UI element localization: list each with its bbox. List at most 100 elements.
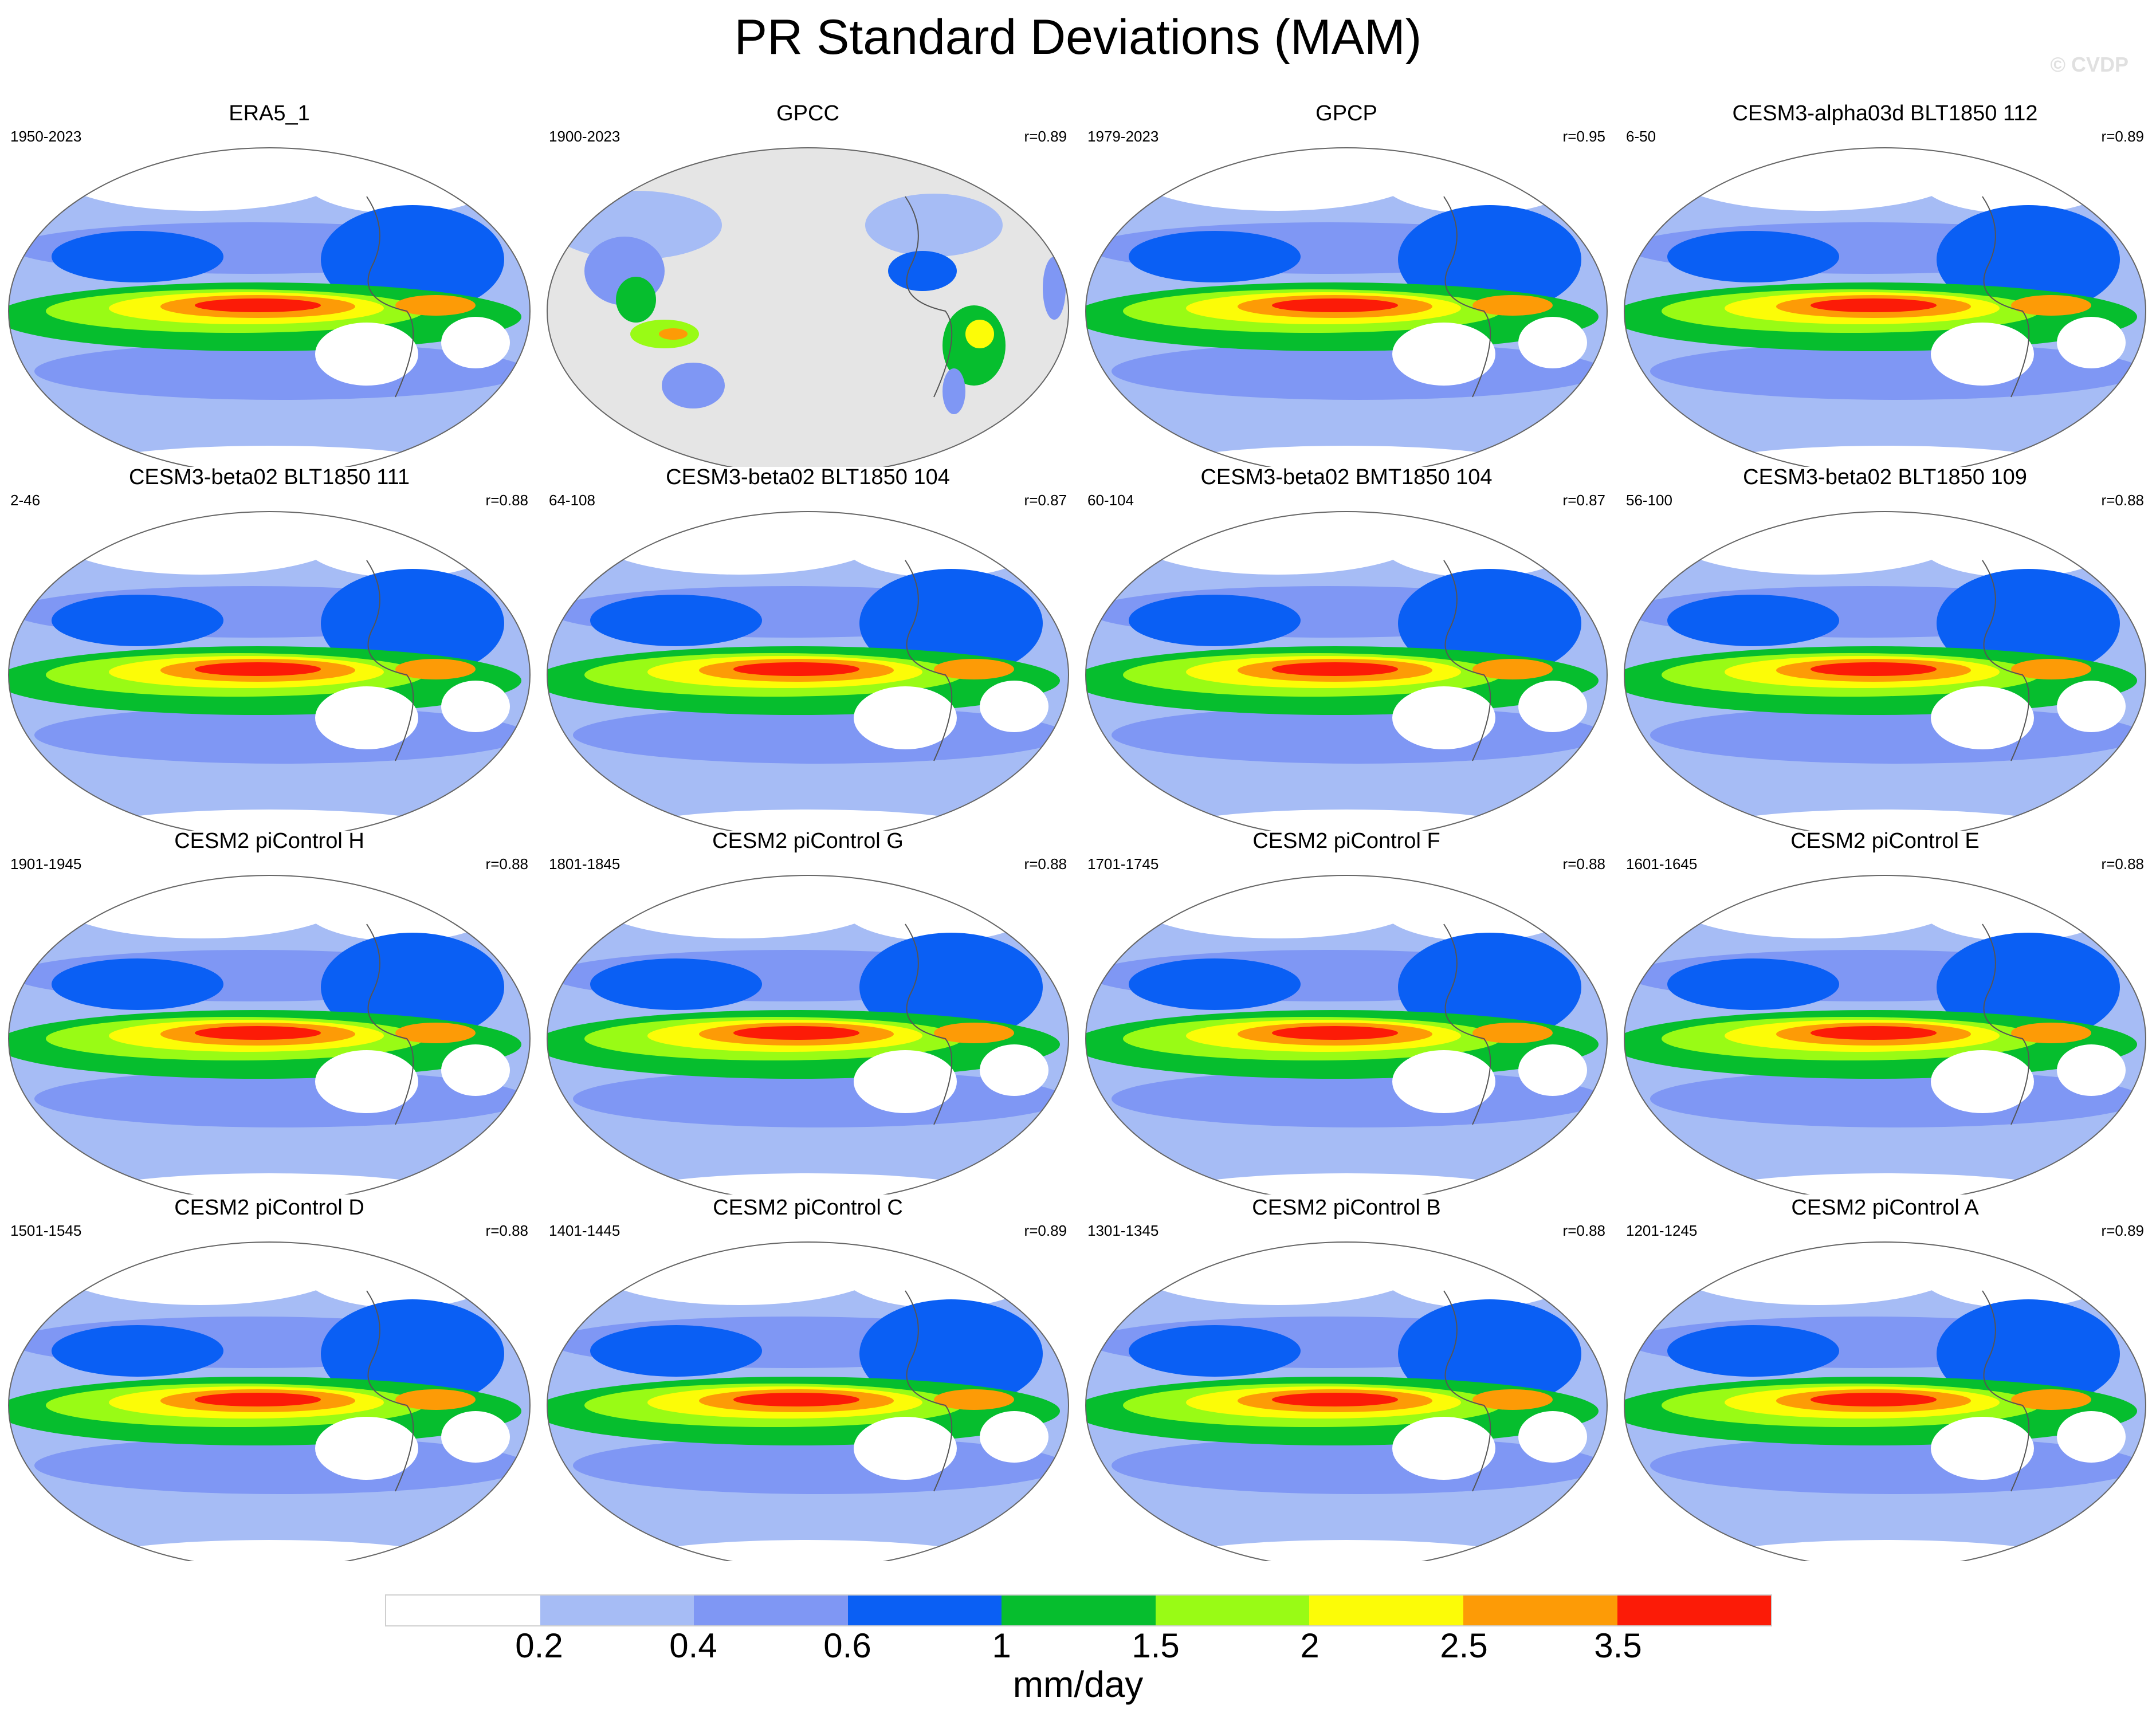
- map-boundary: [1085, 875, 1608, 1194]
- panel-title: ERA5_1: [229, 101, 310, 125]
- colorbar-swatch: [1155, 1596, 1310, 1625]
- robinson-map: [1624, 511, 2146, 831]
- panel-year-range: 1900-2023: [549, 128, 621, 145]
- robinson-map: [1624, 875, 2146, 1194]
- panel-year-range: 2-46: [10, 492, 41, 509]
- panel-pattern-correlation: r=0.87: [1024, 492, 1067, 509]
- coastline: [905, 560, 953, 761]
- map-boundary: [1624, 147, 2146, 467]
- panel-title: CESM2 piControl E: [1790, 829, 1980, 853]
- panel-pattern-correlation: r=0.89: [2101, 1222, 2144, 1239]
- coastline: [905, 196, 953, 398]
- map-panel: CESM3-beta02 BMT1850 104 60-104 r=0.87: [1077, 464, 1616, 831]
- panel-pattern-correlation: r=0.89: [2101, 128, 2144, 145]
- panel-title: GPCP: [1315, 101, 1377, 125]
- map-boundary: [1624, 1241, 2146, 1561]
- panel-pattern-correlation: r=0.88: [485, 855, 528, 873]
- map-boundary: [547, 875, 1069, 1194]
- panel-year-range: 1901-1945: [10, 855, 82, 873]
- robinson-map: [8, 511, 531, 831]
- colorbar-tick-label: 0.4: [669, 1626, 717, 1665]
- map-boundary: [1624, 511, 2146, 831]
- map-boundary: [8, 875, 531, 1194]
- panel-title: CESM3-beta02 BMT1850 104: [1200, 465, 1493, 489]
- map-boundary: [1085, 147, 1608, 467]
- map-panel: CESM2 piControl G 1801-1845 r=0.88: [539, 828, 1077, 1194]
- panel-title: CESM2 piControl B: [1252, 1196, 1441, 1220]
- coastline: [366, 924, 414, 1125]
- colorbar-swatch: [1002, 1596, 1156, 1625]
- panel-year-range: 1201-1245: [1626, 1222, 1698, 1239]
- map-panel: GPCP 1979-2023 r=0.95: [1077, 100, 1616, 467]
- map-panel: CESM2 piControl E 1601-1645 r=0.88: [1616, 828, 2154, 1194]
- panel-title: CESM2 piControl C: [713, 1196, 903, 1220]
- panel-pattern-correlation: r=0.88: [1562, 1222, 1605, 1239]
- coastline: [905, 924, 953, 1125]
- colorbar-swatch: [694, 1596, 848, 1625]
- panel-title: CESM3-alpha03d BLT1850 112: [1732, 101, 2038, 125]
- robinson-map: [8, 875, 531, 1194]
- map-panel: CESM3-alpha03d BLT1850 112 6-50 r=0.89: [1616, 100, 2154, 467]
- coastline: [366, 1290, 414, 1492]
- panel-title: CESM2 piControl F: [1252, 829, 1440, 853]
- robinson-map: [1085, 147, 1608, 467]
- map-panel: CESM2 piControl H 1901-1945 r=0.88: [0, 828, 539, 1194]
- panel-year-range: 64-108: [549, 492, 595, 509]
- map-panel: ERA5_1 1950-2023: [0, 100, 539, 467]
- panel-pattern-correlation: r=0.88: [2101, 855, 2144, 873]
- coastline: [1982, 1290, 2030, 1492]
- cvdp-watermark: © CVDP: [2050, 53, 2128, 76]
- map-panel: CESM2 piControl C 1401-1445 r=0.89: [539, 1194, 1077, 1561]
- panel-title: CESM2 piControl G: [712, 829, 904, 853]
- panel-year-range: 1979-2023: [1087, 128, 1159, 145]
- map-boundary: [8, 511, 531, 831]
- colorbar-swatch: [1617, 1596, 1772, 1625]
- coastline: [1443, 924, 1491, 1125]
- colorbar-tick-label: 2: [1300, 1626, 1319, 1665]
- map-panel-grid: ERA5_1 1950-2023 GPCC 1900-2023 r=0.89 GPCP 19…: [0, 100, 2154, 1561]
- robinson-map: [547, 147, 1069, 467]
- colorbar-swatch: [1309, 1596, 1463, 1625]
- panel-pattern-correlation: r=0.88: [2101, 492, 2144, 509]
- robinson-map: [1624, 147, 2146, 467]
- map-boundary: [1085, 1241, 1608, 1561]
- panel-year-range: 1601-1645: [1626, 855, 1698, 873]
- coastline: [366, 560, 414, 761]
- panel-pattern-correlation: r=0.88: [485, 1222, 528, 1239]
- colorbar-tick-label: 2.5: [1440, 1626, 1488, 1665]
- colorbar: [385, 1594, 1772, 1626]
- robinson-map: [547, 875, 1069, 1194]
- map-boundary: [8, 147, 531, 467]
- robinson-map: [8, 147, 531, 467]
- map-panel: CESM2 piControl A 1201-1245 r=0.89: [1616, 1194, 2154, 1561]
- panel-title: CESM3-beta02 BLT1850 104: [666, 465, 950, 489]
- panel-year-range: 60-104: [1087, 492, 1134, 509]
- panel-pattern-correlation: r=0.88: [1562, 855, 1605, 873]
- panel-pattern-correlation: r=0.88: [1024, 855, 1067, 873]
- colorbar-swatch: [1463, 1596, 1617, 1625]
- colorbar-swatch: [386, 1596, 540, 1625]
- map-panel: CESM2 piControl F 1701-1745 r=0.88: [1077, 828, 1616, 1194]
- panel-title: GPCC: [776, 101, 839, 125]
- figure-title: PR Standard Deviations (MAM): [734, 10, 1422, 65]
- panel-year-range: 1301-1345: [1087, 1222, 1159, 1239]
- map-panel: GPCC 1900-2023 r=0.89: [539, 100, 1077, 467]
- map-boundary: [547, 147, 1069, 467]
- map-boundary: [8, 1241, 531, 1561]
- map-boundary: [547, 1241, 1069, 1561]
- map-boundary: [547, 511, 1069, 831]
- coastline: [1443, 196, 1491, 398]
- robinson-map: [1624, 1241, 2146, 1561]
- panel-year-range: 1501-1545: [10, 1222, 82, 1239]
- coastline: [905, 1290, 953, 1492]
- colorbar-swatch: [540, 1596, 694, 1625]
- panel-year-range: 1950-2023: [10, 128, 82, 145]
- map-panel: CESM3-beta02 BLT1850 109 56-100 r=0.88: [1616, 464, 2154, 831]
- panel-pattern-correlation: r=0.89: [1024, 1222, 1067, 1239]
- map-panel: CESM3-beta02 BLT1850 104 64-108 r=0.87: [539, 464, 1077, 831]
- panel-title: CESM3-beta02 BLT1850 111: [128, 465, 410, 489]
- robinson-map: [547, 1241, 1069, 1561]
- colorbar-tick-label: 0.6: [823, 1626, 871, 1665]
- robinson-map: [8, 1241, 531, 1561]
